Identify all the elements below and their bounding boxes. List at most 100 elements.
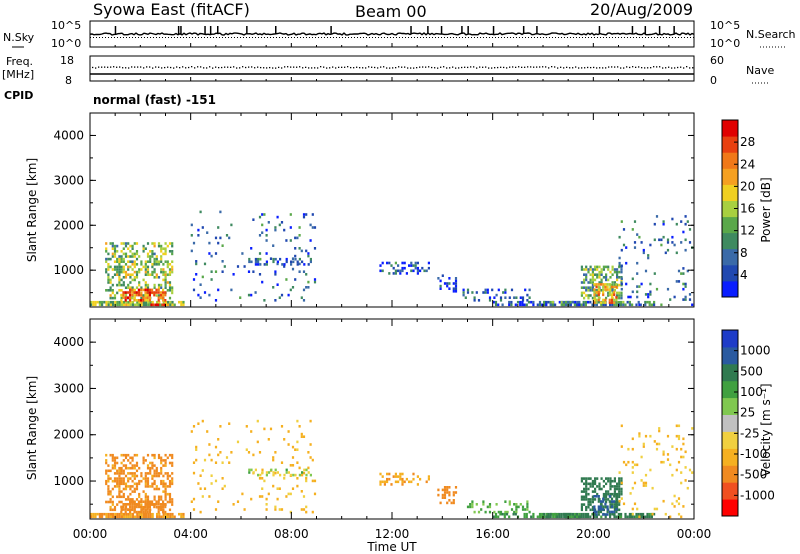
data-cell xyxy=(144,479,147,483)
data-cell xyxy=(120,293,123,297)
data-cell xyxy=(526,505,529,509)
data-cell xyxy=(517,505,520,509)
freq-dot xyxy=(431,66,433,69)
data-cell xyxy=(166,281,169,284)
nsearch-dot xyxy=(249,37,250,38)
data-cell xyxy=(168,461,172,465)
data-cell xyxy=(199,510,202,514)
data-cell xyxy=(263,263,266,266)
data-cell xyxy=(250,468,253,472)
data-cell xyxy=(403,480,406,484)
data-cell xyxy=(287,430,290,433)
data-cell xyxy=(120,495,123,499)
freq-dot xyxy=(359,67,361,69)
data-cell xyxy=(109,242,112,245)
data-cell xyxy=(125,515,128,519)
data-cell xyxy=(439,501,442,505)
data-cell xyxy=(92,512,95,516)
nsearch-dot xyxy=(441,37,442,38)
nsearch-tick-bottom: 10^0 xyxy=(710,37,740,50)
data-cell xyxy=(116,291,119,295)
data-cell xyxy=(618,235,621,239)
data-cell xyxy=(126,296,129,299)
data-cell xyxy=(151,474,154,478)
data-cell xyxy=(583,498,586,501)
data-cell xyxy=(662,453,665,456)
data-cell xyxy=(379,472,382,476)
data-cell xyxy=(618,508,621,512)
data-cell xyxy=(296,440,299,444)
data-cell xyxy=(168,242,172,245)
data-cell xyxy=(151,263,154,266)
data-cell xyxy=(653,272,656,275)
data-cell xyxy=(600,268,603,271)
nsearch-dot xyxy=(546,37,547,38)
data-cell xyxy=(256,419,259,423)
data-cell xyxy=(599,508,603,511)
data-cell xyxy=(599,502,603,506)
data-cell xyxy=(159,291,162,294)
freq-dot xyxy=(239,67,241,69)
data-cell xyxy=(642,251,645,255)
data-cell xyxy=(127,477,130,480)
data-cell xyxy=(521,505,525,509)
data-cell xyxy=(153,482,156,486)
data-cell xyxy=(488,299,492,302)
data-cell xyxy=(171,260,174,263)
freq-dot xyxy=(524,66,526,68)
data-cell xyxy=(658,427,661,430)
data-cell xyxy=(602,508,605,511)
data-cell xyxy=(441,493,444,497)
data-cell xyxy=(153,453,156,457)
data-cell xyxy=(600,487,603,491)
data-cell xyxy=(574,300,577,304)
data-cell xyxy=(636,272,639,275)
data-cell xyxy=(265,260,268,264)
data-cell xyxy=(666,434,670,438)
data-cell xyxy=(252,218,255,221)
nsearch-dot xyxy=(555,37,556,38)
data-cell xyxy=(129,293,132,297)
data-cell xyxy=(597,290,600,294)
data-cell xyxy=(596,276,599,279)
data-cell xyxy=(142,303,145,307)
data-cell xyxy=(265,239,268,242)
data-cell xyxy=(609,515,612,519)
nsearch-dot xyxy=(510,37,511,38)
data-cell xyxy=(272,473,275,477)
data-cell xyxy=(620,220,623,223)
data-cell xyxy=(157,276,161,279)
data-cell xyxy=(515,296,518,299)
data-cell xyxy=(593,296,596,299)
data-cell xyxy=(386,477,389,481)
data-cell xyxy=(631,507,634,511)
data-cell xyxy=(135,257,139,261)
data-cell xyxy=(149,512,152,516)
data-cell xyxy=(164,283,167,287)
data-cell xyxy=(248,260,251,264)
data-cell xyxy=(134,303,137,307)
data-cell xyxy=(475,291,478,294)
nsearch-dot xyxy=(357,37,358,38)
data-cell xyxy=(164,250,167,253)
data-cell xyxy=(600,303,603,307)
data-cell xyxy=(142,300,145,304)
data-cell xyxy=(622,460,626,464)
data-cell xyxy=(98,300,101,304)
data-cell xyxy=(580,490,583,493)
data-cell xyxy=(153,495,156,499)
data-cell xyxy=(203,458,207,462)
data-cell xyxy=(551,303,554,307)
data-cell xyxy=(410,269,413,273)
data-cell xyxy=(620,282,623,286)
data-cell xyxy=(519,300,522,304)
data-cell xyxy=(124,474,128,478)
data-cell xyxy=(149,469,152,473)
data-cell xyxy=(583,477,586,480)
data-cell xyxy=(381,475,384,478)
data-cell xyxy=(618,294,621,297)
data-cell xyxy=(302,270,306,273)
data-cell xyxy=(495,293,498,297)
data-cell xyxy=(613,303,616,307)
